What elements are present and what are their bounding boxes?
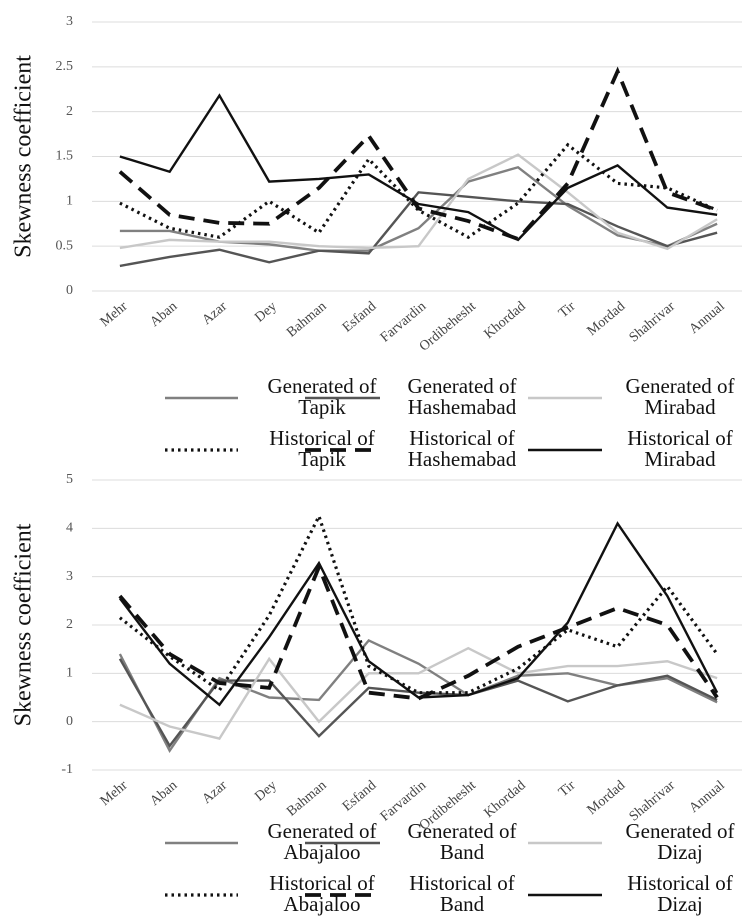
x-tick-label: Mordad [585,778,629,818]
legend-label: Generated of Mirabad [625,374,735,419]
series-line [119,142,718,240]
legend-label: Generated of Hashemabad [407,374,517,419]
x-tick-label: Aban [147,299,180,330]
y-tick-label: -1 [61,762,73,777]
y-axis-label: Skewness coefficient [11,55,37,258]
legend-label: Generated of Band [407,819,517,864]
legend-label: Historical of Dizaj [627,871,733,916]
series-line [118,521,719,707]
y-tick-label: 0.5 [56,238,74,253]
series-line [118,66,718,242]
y-tick-label: 4 [66,521,73,536]
x-tick-label: Mehr [98,778,131,809]
legend-label: Generated of Abajaloo [267,819,377,864]
x-tick-label: Khordad [482,299,529,342]
x-tick-label: Mehr [98,299,131,330]
x-tick-label: Annual [687,299,728,337]
y-axis-label: Skewness coefficient [11,523,37,726]
legend-label: Historical of Tapik [269,426,375,471]
y-tick-label: 3 [66,569,73,584]
legend-label: Historical of Hashemabad [407,426,517,471]
x-tick-label: Mordad [585,299,629,339]
x-tick-label: Bahman [284,778,329,819]
x-tick-label: Azar [200,299,231,328]
legend-label: Historical of Abajaloo [269,871,375,916]
x-tick-label: Shahrivar [627,299,679,346]
series-line [119,93,718,242]
x-tick-label: Bahman [284,299,329,340]
y-tick-label: 0 [66,714,73,729]
x-tick-label: Azar [200,778,231,807]
y-tick-label: 2.5 [56,59,74,74]
x-tick-label: Annual [687,778,728,816]
x-tick-label: Tir [556,778,579,800]
y-tick-label: 2 [66,104,73,119]
y-tick-label: 1.5 [56,149,74,164]
y-tick-label: 1 [66,194,73,209]
y-tick-label: 3 [66,14,73,29]
x-tick-label: Aban [147,778,180,809]
x-tick-label: Shahrivar [627,778,679,825]
y-tick-label: 2 [66,617,73,632]
series-line [119,153,718,251]
series-line [118,658,718,748]
y-tick-label: 1 [66,666,73,681]
series-line [118,561,719,701]
series-line [119,191,718,268]
legend-label: Historical of Band [409,871,515,916]
series-line [119,646,718,740]
x-tick-label: Khordad [482,778,529,821]
legend-label: Historical of Mirabad [627,426,733,471]
legend-label: Generated of Dizaj [625,819,735,864]
x-tick-label: Esfand [340,299,379,335]
legend-label: Generated of Tapik [267,374,377,419]
x-tick-label: Dey [252,299,280,325]
x-tick-label: Esfand [340,778,379,814]
y-tick-label: 0 [66,283,73,298]
x-tick-label: Tir [556,299,579,321]
y-tick-label: 5 [66,472,73,487]
x-tick-label: Dey [252,778,280,804]
